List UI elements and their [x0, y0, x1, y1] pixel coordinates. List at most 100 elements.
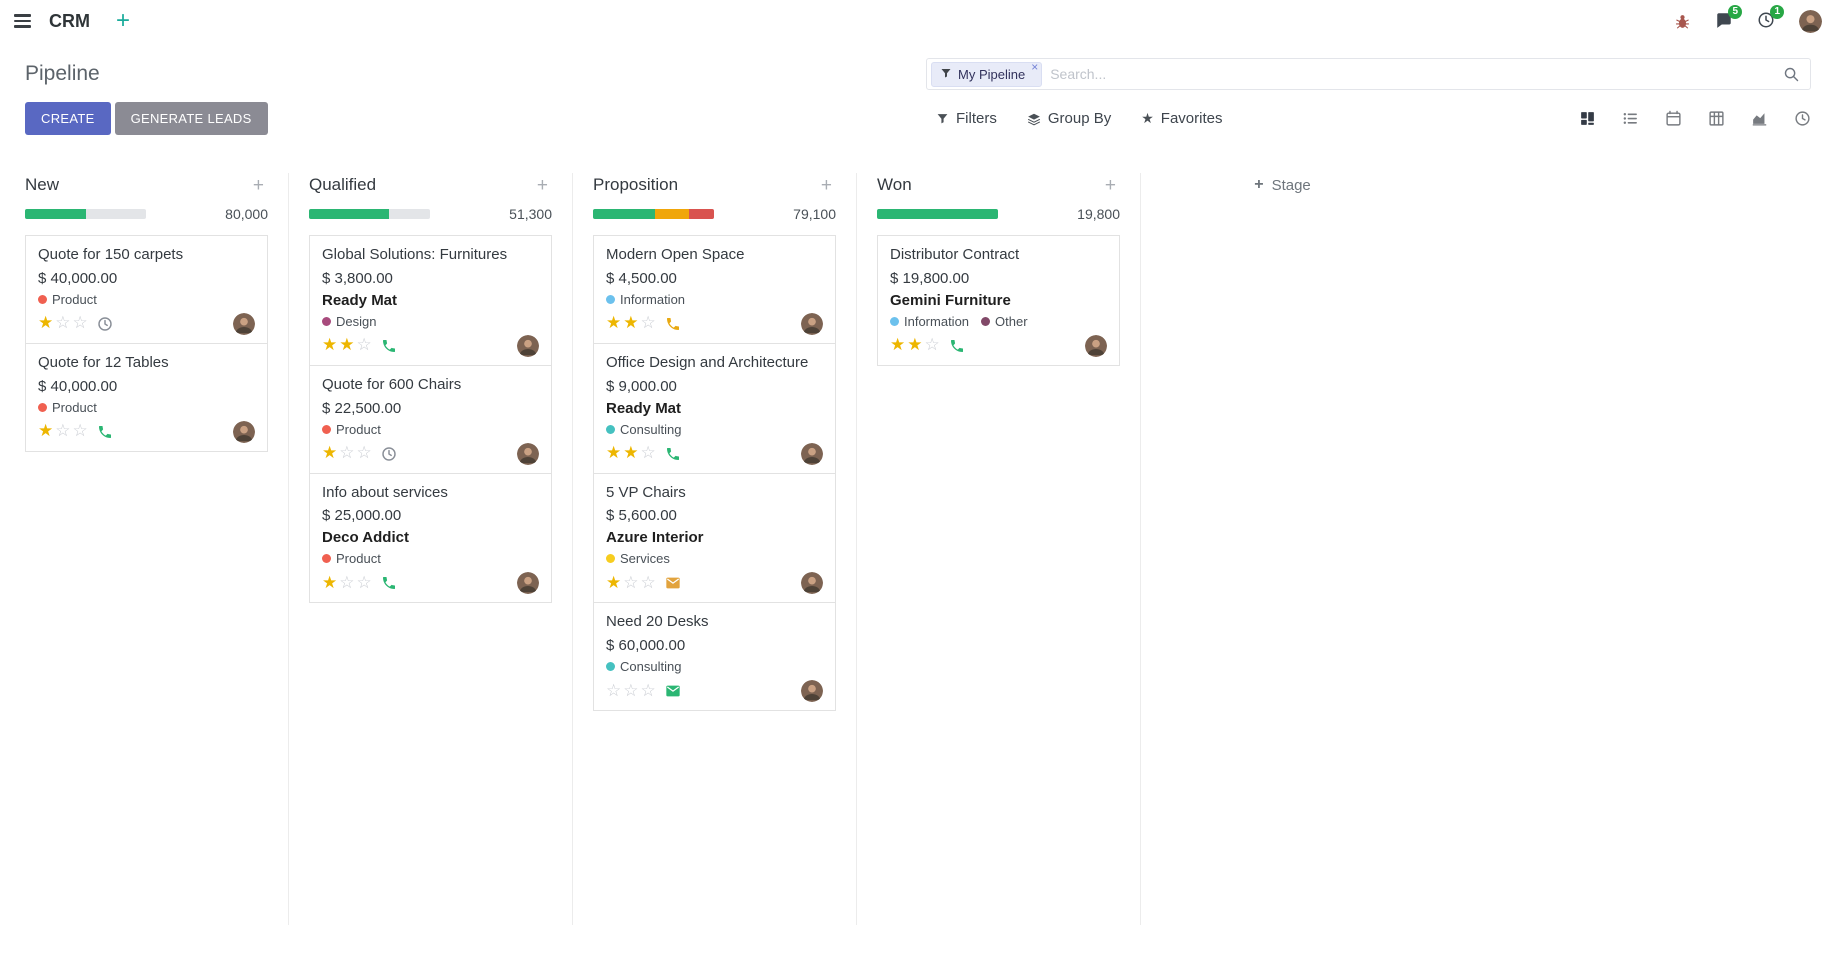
column-quick-add-button[interactable]: +: [536, 174, 548, 196]
kanban-card[interactable]: Quote for 150 carpets $ 40,000.00 Produc…: [25, 235, 268, 344]
priority-stars[interactable]: ★ ☆ ☆: [38, 423, 88, 440]
search-bar[interactable]: My Pipeline ×: [926, 58, 1811, 90]
star-filled-icon[interactable]: ★: [339, 335, 355, 356]
star-filled-icon[interactable]: ★: [623, 313, 639, 334]
star-filled-icon[interactable]: ★: [606, 572, 622, 593]
priority-stars[interactable]: ★ ☆ ☆: [322, 445, 372, 462]
star-empty-icon[interactable]: ☆: [623, 680, 639, 701]
view-pivot-icon[interactable]: [1708, 110, 1725, 127]
kanban-card[interactable]: Quote for 12 Tables $ 40,000.00 Product …: [25, 342, 268, 452]
search-input[interactable]: [1050, 66, 1783, 82]
activity-phone-icon[interactable]: [381, 575, 397, 591]
view-kanban-icon[interactable]: [1579, 110, 1596, 127]
kanban-card[interactable]: Modern Open Space $ 4,500.00 Information…: [593, 235, 836, 344]
column-quick-add-button[interactable]: +: [252, 174, 264, 196]
star-filled-icon[interactable]: ★: [322, 335, 338, 356]
star-filled-icon[interactable]: ★: [38, 421, 54, 441]
progress-segment[interactable]: [877, 209, 998, 219]
progress-segment[interactable]: [688, 209, 714, 219]
column-progressbar[interactable]: [593, 209, 714, 219]
activities-menu[interactable]: 1: [1757, 4, 1784, 32]
star-empty-icon[interactable]: ☆: [640, 313, 656, 334]
column-quick-add-button[interactable]: +: [1104, 174, 1116, 196]
star-empty-icon[interactable]: ☆: [640, 443, 656, 463]
activity-phone-icon[interactable]: [381, 338, 397, 354]
star-empty-icon[interactable]: ☆: [356, 335, 372, 356]
filters-menu[interactable]: Filters: [936, 110, 997, 127]
column-progressbar[interactable]: [25, 209, 146, 219]
star-empty-icon[interactable]: ☆: [339, 572, 355, 593]
kanban-card[interactable]: Office Design and Architecture $ 9,000.0…: [593, 342, 836, 474]
activity-phone-icon[interactable]: [665, 446, 681, 462]
activity-mail-icon[interactable]: [665, 683, 681, 699]
debug-bug-icon[interactable]: [1674, 13, 1691, 30]
activity-mail-icon[interactable]: [665, 575, 681, 591]
column-progressbar[interactable]: [309, 209, 430, 219]
star-empty-icon[interactable]: ☆: [356, 443, 372, 463]
star-empty-icon[interactable]: ☆: [606, 680, 622, 701]
card-tags: Product: [38, 400, 255, 415]
create-button[interactable]: CREATE: [25, 102, 111, 135]
priority-stars[interactable]: ☆ ☆ ☆: [606, 680, 656, 701]
star-empty-icon[interactable]: ☆: [72, 421, 88, 441]
kanban-card[interactable]: Distributor Contract $ 19,800.00 Gemini …: [877, 235, 1120, 366]
star-empty-icon[interactable]: ☆: [55, 421, 71, 441]
star-empty-icon[interactable]: ☆: [640, 680, 656, 701]
star-empty-icon[interactable]: ☆: [924, 335, 940, 356]
progress-segment[interactable]: [654, 209, 689, 219]
column-quick-add-button[interactable]: +: [820, 174, 832, 196]
kanban-card[interactable]: Quote for 600 Chairs $ 22,500.00 Product…: [309, 364, 552, 474]
facet-remove-icon[interactable]: ×: [1031, 59, 1039, 74]
priority-stars[interactable]: ★ ★ ☆: [890, 337, 940, 354]
view-calendar-icon[interactable]: [1665, 110, 1682, 127]
star-filled-icon[interactable]: ★: [606, 313, 622, 334]
group-by-menu[interactable]: Group By: [1027, 110, 1111, 127]
view-list-icon[interactable]: [1622, 110, 1639, 127]
star-empty-icon[interactable]: ☆: [55, 313, 71, 334]
star-filled-icon[interactable]: ★: [322, 443, 338, 463]
column-progressbar[interactable]: [877, 209, 998, 219]
priority-stars[interactable]: ★ ☆ ☆: [606, 572, 656, 593]
star-filled-icon[interactable]: ★: [623, 443, 639, 463]
kanban-card[interactable]: Global Solutions: Furnitures $ 3,800.00 …: [309, 235, 552, 366]
progress-segment[interactable]: [25, 209, 86, 219]
activity-phone-icon[interactable]: [665, 316, 681, 332]
star-filled-icon[interactable]: ★: [907, 335, 923, 356]
search-facet[interactable]: My Pipeline ×: [931, 59, 1043, 87]
progress-segment[interactable]: [593, 209, 655, 219]
priority-stars[interactable]: ★ ★ ☆: [606, 445, 656, 462]
priority-stars[interactable]: ★ ☆ ☆: [322, 572, 372, 593]
star-filled-icon[interactable]: ★: [606, 443, 622, 463]
activity-clock-icon[interactable]: [381, 446, 397, 462]
card-title: Distributor Contract: [890, 246, 1020, 263]
add-stage-button[interactable]: + Stage: [1161, 173, 1404, 194]
priority-stars[interactable]: ★ ★ ☆: [606, 315, 656, 332]
star-empty-icon[interactable]: ☆: [339, 443, 355, 463]
user-avatar[interactable]: [1799, 9, 1822, 33]
star-empty-icon[interactable]: ☆: [623, 572, 639, 593]
search-icon[interactable]: [1783, 66, 1800, 83]
kanban-card[interactable]: 5 VP Chairs $ 5,600.00 Azure Interior Se…: [593, 472, 836, 604]
activity-phone-icon[interactable]: [97, 424, 113, 440]
view-graph-icon[interactable]: [1751, 110, 1768, 127]
progress-segment[interactable]: [309, 209, 389, 219]
star-filled-icon[interactable]: ★: [890, 335, 906, 356]
generate-leads-button[interactable]: GENERATE LEADS: [114, 102, 268, 135]
app-name[interactable]: CRM: [49, 10, 90, 31]
star-empty-icon[interactable]: ☆: [72, 313, 88, 334]
star-empty-icon[interactable]: ☆: [356, 572, 372, 593]
star-filled-icon[interactable]: ★: [38, 313, 54, 334]
view-activity-icon[interactable]: [1794, 110, 1811, 127]
priority-stars[interactable]: ★ ★ ☆: [322, 337, 372, 354]
apps-menu-icon[interactable]: [8, 8, 37, 34]
star-filled-icon[interactable]: ★: [322, 572, 338, 593]
activity-clock-icon[interactable]: [97, 316, 113, 332]
add-icon[interactable]: +: [116, 7, 131, 34]
kanban-card[interactable]: Info about services $ 25,000.00 Deco Add…: [309, 472, 552, 604]
priority-stars[interactable]: ★ ☆ ☆: [38, 315, 88, 332]
favorites-menu[interactable]: ★ Favorites: [1141, 110, 1223, 127]
messages-menu[interactable]: 5: [1715, 4, 1742, 32]
activity-phone-icon[interactable]: [949, 338, 965, 354]
star-empty-icon[interactable]: ☆: [640, 572, 656, 593]
kanban-card[interactable]: Need 20 Desks $ 60,000.00 Consulting ☆ ☆ ☆: [593, 602, 836, 711]
